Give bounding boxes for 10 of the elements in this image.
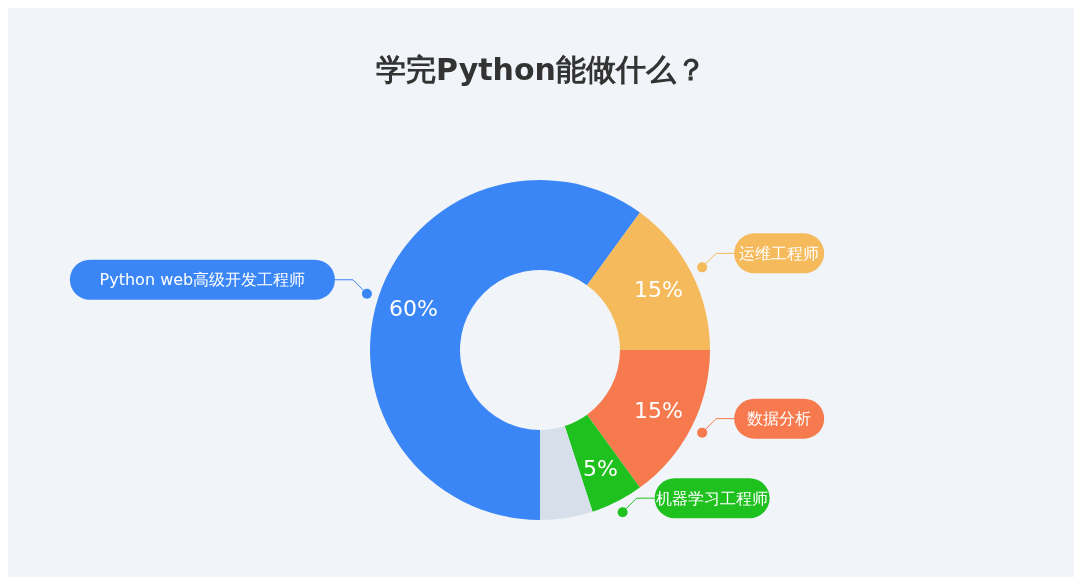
data-label: 60% [389, 296, 438, 322]
legend-label: Python web高级开发工程师 [99, 270, 306, 290]
data-label: 5% [582, 456, 618, 481]
data-label: 15% [634, 397, 683, 423]
slice-label: 运维工程师 [739, 243, 820, 263]
slice-label: 数据分析 [747, 409, 812, 429]
data-label: 15% [634, 277, 683, 303]
chart-title: 学完Python能做什么？ [375, 51, 707, 89]
slice-label: 机器学习工程师 [656, 488, 769, 508]
donut-slice [587, 212, 710, 350]
